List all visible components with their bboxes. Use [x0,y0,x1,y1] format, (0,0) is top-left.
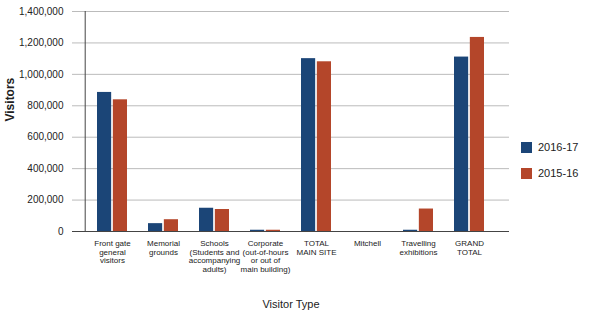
svg-text:Mitchell: Mitchell [354,239,381,248]
svg-text:Memorialgrounds: Memorialgrounds [147,239,180,256]
svg-text:Visitor Type: Visitor Type [262,298,319,310]
svg-text:Front gategeneralvisitors: Front gategeneralvisitors [94,239,131,265]
svg-text:TOTALMAIN SITE: TOTALMAIN SITE [296,239,336,256]
svg-text:1,000,000: 1,000,000 [19,69,64,80]
svg-text:600,000: 600,000 [27,131,64,142]
svg-text:400,000: 400,000 [27,163,64,174]
svg-text:200,000: 200,000 [27,194,64,205]
html-text:2015-16: 2015-16 [538,167,579,179]
svg-text:1,200,000: 1,200,000 [19,37,64,48]
svg-text:Schools(Students andaccompanyi: Schools(Students andaccompanyingadults) [189,239,241,273]
svg-text:GRANDTOTAL: GRANDTOTAL [455,239,484,256]
svg-text:Corporate(out-of-hoursor out o: Corporate(out-of-hoursor out ofmain buil… [241,239,291,273]
svg-text:0: 0 [58,226,64,237]
svg-text:Travellingexhibitions: Travellingexhibitions [400,239,438,256]
html-text:2016-17: 2016-17 [538,141,579,153]
svg-text:Visitors: Visitors [3,77,17,121]
svg-text:1,400,000: 1,400,000 [19,6,64,17]
svg-text:800,000: 800,000 [27,100,64,111]
